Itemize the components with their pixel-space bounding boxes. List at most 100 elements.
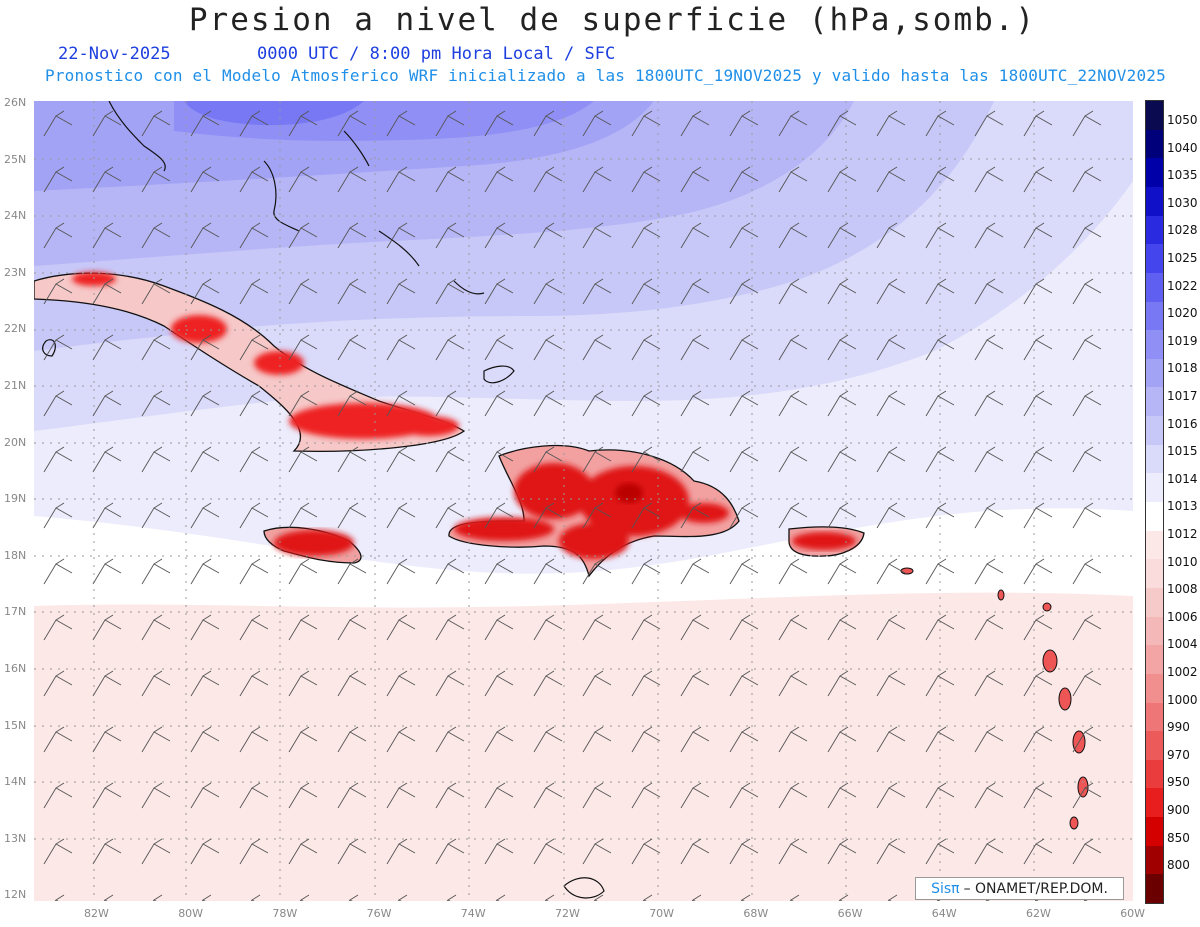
wind-barb — [337, 390, 367, 417]
wind-barb — [729, 502, 759, 529]
lat-label: 13N — [4, 831, 27, 845]
wind-barb — [582, 390, 612, 417]
wind-barb — [239, 558, 269, 585]
wind-barb — [974, 726, 1004, 753]
wind-barb — [925, 110, 955, 137]
wind-barb — [435, 670, 465, 697]
wind-barb — [729, 558, 759, 585]
wind-barb — [239, 614, 269, 641]
wind-barb — [680, 110, 710, 137]
wind-barb — [1072, 558, 1102, 585]
wind-barb — [43, 502, 73, 529]
wind-barb — [484, 838, 514, 865]
wind-barb — [103, 894, 114, 901]
wind-barb — [190, 390, 220, 417]
wind-barb — [778, 782, 808, 809]
wind-barb — [92, 838, 122, 865]
wind-barb — [582, 782, 612, 809]
wind-barb — [190, 614, 220, 641]
wind-barb — [974, 502, 1004, 529]
wind-barb — [495, 894, 506, 901]
wind-barb — [288, 222, 318, 249]
lat-label: 22N — [4, 322, 27, 336]
colorbar-label: 1025 — [1167, 251, 1198, 265]
wind-barb — [288, 726, 318, 753]
wind-barb — [729, 334, 759, 361]
wind-barb — [201, 894, 212, 901]
colorbar-cell — [1146, 301, 1163, 331]
wind-barb — [386, 558, 416, 585]
wind-barb — [533, 222, 563, 249]
wind-barb — [778, 614, 808, 641]
wind-barb — [691, 894, 702, 901]
wind-barb — [827, 110, 857, 137]
wind-barb — [1023, 390, 1053, 417]
wind-barb — [190, 782, 220, 809]
wind-barb — [435, 726, 465, 753]
wind-barb — [386, 334, 416, 361]
wind-barb — [484, 446, 514, 473]
wind-barb — [288, 110, 318, 137]
lon-label: 80W — [178, 907, 204, 920]
lat-label: 25N — [4, 152, 27, 166]
wind-barb — [484, 502, 514, 529]
lon-label: 78W — [272, 907, 298, 920]
wind-barb — [827, 670, 857, 697]
wind-barb — [141, 782, 171, 809]
wind-barb — [386, 110, 416, 137]
wind-barb — [974, 334, 1004, 361]
wind-barb — [239, 334, 269, 361]
colorbar-label: 1050 — [1167, 113, 1198, 127]
wind-barb — [190, 446, 220, 473]
wind-barb — [435, 278, 465, 305]
wind-barb — [925, 222, 955, 249]
pressure-field — [34, 101, 1133, 901]
wind-barb — [740, 894, 751, 901]
wind-barb — [876, 614, 906, 641]
wind-barb — [288, 334, 318, 361]
wind-barb — [288, 166, 318, 193]
wind-barb — [141, 334, 171, 361]
wind-barb — [1072, 278, 1102, 305]
colorbar-label: 1028 — [1167, 223, 1198, 238]
wind-barb — [1072, 726, 1102, 753]
wind-barb — [582, 110, 612, 137]
wind-barb — [1072, 334, 1102, 361]
colorbar-label: 1000 — [1167, 692, 1198, 707]
wind-barb — [386, 614, 416, 641]
wind-barb — [533, 558, 563, 585]
colorbar-label: 1017 — [1167, 389, 1198, 403]
wind-barb — [729, 446, 759, 473]
wind-barb — [631, 838, 661, 865]
jamaica-island — [263, 526, 362, 564]
wind-barb — [484, 278, 514, 305]
wind-barb — [974, 670, 1004, 697]
wind-barb — [386, 446, 416, 473]
colorbar-label: 1016 — [1167, 416, 1198, 431]
wind-barb — [1072, 614, 1102, 641]
wind-barb — [386, 838, 416, 865]
wind-barb — [386, 222, 416, 249]
wind-barb — [582, 278, 612, 305]
wind-barb — [141, 558, 171, 585]
lon-label: 64W — [931, 907, 957, 920]
wind-barb — [1023, 278, 1053, 305]
wind-barb — [827, 334, 857, 361]
wind-barb — [337, 670, 367, 697]
wind-barb — [337, 166, 367, 193]
bahamas-islands — [42, 101, 605, 899]
colorbar-cell — [1146, 616, 1163, 646]
wind-barb — [582, 670, 612, 697]
wind-barb — [778, 558, 808, 585]
wind-barb — [680, 558, 710, 585]
wind-barb — [729, 614, 759, 641]
wind-barb — [43, 726, 73, 753]
wind-barb — [974, 782, 1004, 809]
wind-barb — [1023, 110, 1053, 137]
wind-barb — [239, 222, 269, 249]
wind-barb — [92, 166, 122, 193]
wind-barb — [239, 782, 269, 809]
wind-barb — [974, 110, 1004, 137]
wind-barb — [1072, 838, 1102, 865]
wind-barb — [386, 502, 416, 529]
